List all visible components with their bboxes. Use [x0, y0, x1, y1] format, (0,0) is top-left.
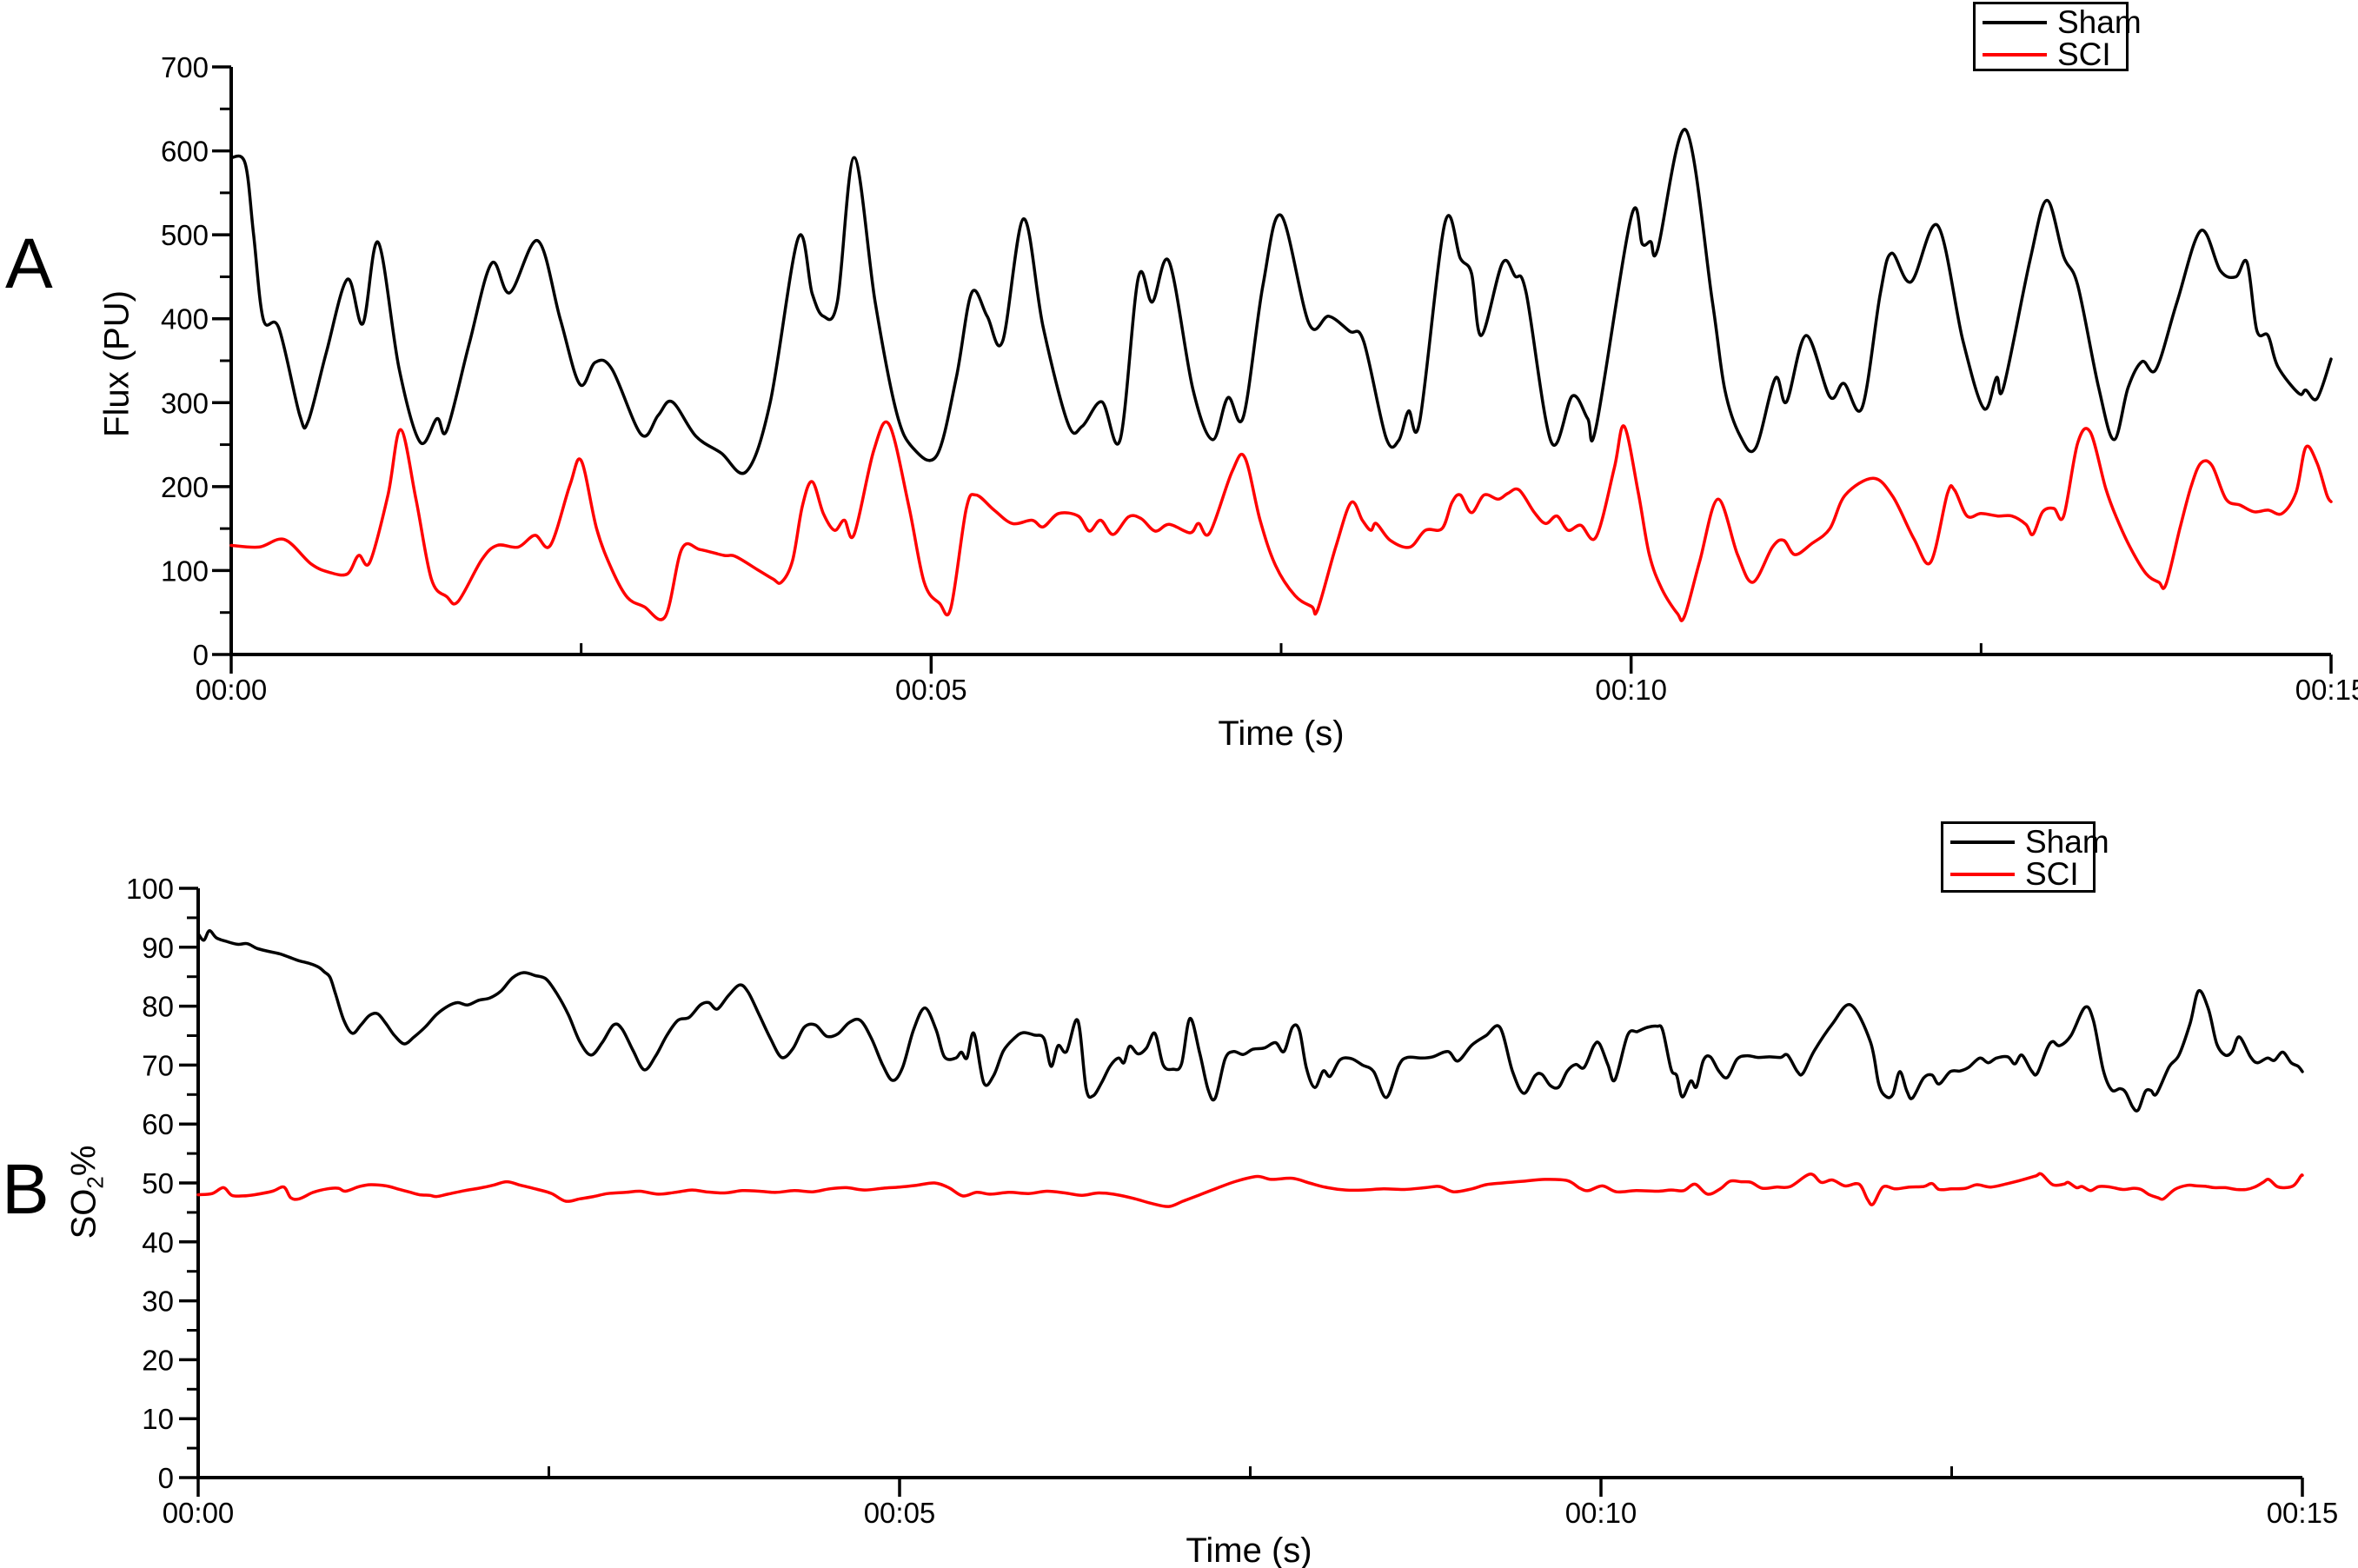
y-axis-title-part: Flux (PU) — [97, 290, 136, 437]
y-tick-label: 400 — [161, 303, 209, 336]
legend-row-sci: SCI — [1983, 38, 2119, 70]
x-tick-label: 00:00 — [163, 1497, 235, 1529]
panel-a-y-axis-title: Flux (PU) — [98, 190, 137, 538]
y-tick-label: 10 — [142, 1403, 174, 1435]
y-tick-label: 60 — [142, 1108, 174, 1140]
sci-line-sample — [1983, 52, 2047, 56]
sci-line-sample — [1950, 872, 2015, 876]
panel-a-plot: 0 100 200 300 400 500 600 700 00:00 00:05 00:10 00:… — [161, 51, 2358, 706]
panel-a-letter: A — [5, 224, 53, 303]
legend-row-sham: Sham — [1950, 826, 2109, 858]
sham-legend-label: Sham — [2057, 4, 2142, 40]
y-tick-label: 100 — [161, 555, 209, 587]
y-tick-label: 700 — [161, 51, 209, 83]
sham-legend-label: Sham — [2025, 824, 2109, 860]
y-tick-label: 0 — [193, 639, 209, 671]
x-tick-label: 00:00 — [196, 674, 268, 706]
x-tick-label: 00:15 — [2267, 1497, 2339, 1529]
y-tick-label: 70 — [142, 1049, 174, 1081]
x-tick-label: 00:10 — [1565, 1497, 1637, 1529]
legend-row-sham: Sham — [1983, 6, 2142, 38]
y-tick-label: 0 — [158, 1462, 174, 1494]
panel-b-sci-curve — [196, 1172, 2304, 1208]
panel-a-sci-curve — [229, 420, 2333, 622]
y-tick-label: 600 — [161, 136, 209, 168]
y-tick-label: 90 — [142, 932, 174, 964]
x-tick-label: 00:05 — [864, 1497, 936, 1529]
sham-line-sample — [1983, 20, 2047, 24]
panel-a-sham-curve — [229, 128, 2333, 475]
y-tick-label: 40 — [142, 1226, 174, 1259]
x-tick-label: 00:05 — [895, 674, 967, 706]
sci-legend-label: SCI — [2025, 856, 2079, 892]
panel-b-legend: Sham SCI — [1941, 821, 2109, 893]
y-tick-label: 20 — [142, 1344, 174, 1376]
panel-b-plot: 0 10 20 30 40 50 60 70 80 90 100 00:00 00:05 00:10 00:… — [126, 873, 2338, 1529]
y-tick-label: 200 — [161, 471, 209, 503]
y-tick-label: 50 — [142, 1167, 174, 1199]
y-tick-label: 500 — [161, 219, 209, 251]
panel-b-letter: B — [2, 1150, 50, 1229]
y-tick-label: 300 — [161, 387, 209, 419]
y-axis-title-part: % — [64, 1145, 103, 1177]
x-tick-label: 00:10 — [1595, 674, 1667, 706]
y-tick-label: 100 — [126, 873, 174, 905]
panel-b-x-axis-title: Time (s) — [1186, 1531, 1312, 1568]
y-axis-title-part: 2 — [82, 1176, 109, 1189]
x-tick-label: 00:15 — [2295, 674, 2358, 706]
panel-a-legend: Sham SCI — [1973, 2, 2142, 71]
y-tick-label: 80 — [142, 991, 174, 1023]
panel-b-y-axis-title: SO2% — [65, 1019, 110, 1366]
y-tick-label: 30 — [142, 1286, 174, 1318]
panel-b-sham-curve — [196, 929, 2304, 1113]
legend-row-sci: SCI — [1950, 858, 2086, 890]
panel-a-axes — [229, 67, 2331, 656]
y-axis-title-part: SO — [64, 1188, 103, 1239]
panel-a-x-axis-title: Time (s) — [1218, 714, 1345, 753]
sci-legend-label: SCI — [2057, 37, 2111, 72]
sham-line-sample — [1950, 840, 2015, 844]
